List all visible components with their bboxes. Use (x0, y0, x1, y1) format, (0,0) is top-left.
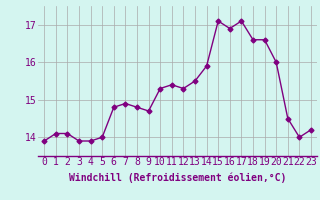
X-axis label: Windchill (Refroidissement éolien,°C): Windchill (Refroidissement éolien,°C) (69, 173, 286, 183)
